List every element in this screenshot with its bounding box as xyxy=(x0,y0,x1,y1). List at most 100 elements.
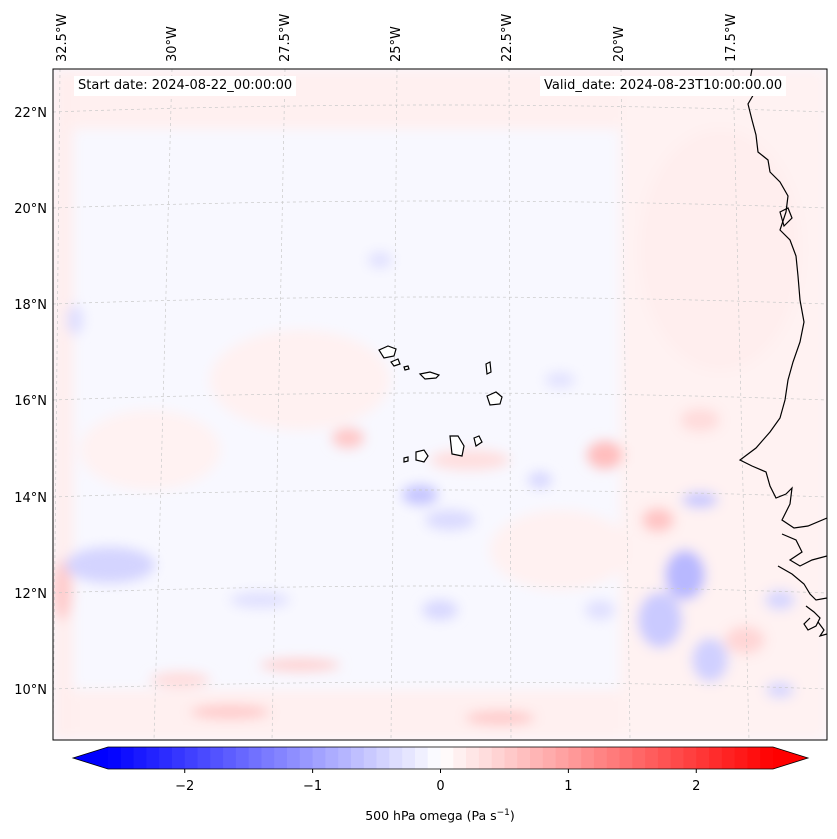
lon-label: 32.5°W xyxy=(55,14,70,62)
start-date-label: Start date: 2024-08-22_00:00:00 xyxy=(74,76,297,96)
colorbar-segment xyxy=(197,747,211,769)
valid-date-label: Valid_date: 2024-08-23T10:00:00.00 xyxy=(540,76,787,96)
colorbar-segment xyxy=(133,747,147,769)
colorbar-segment xyxy=(645,747,659,769)
colorbar-segment xyxy=(478,747,493,769)
lat-label: 18°N xyxy=(14,298,47,313)
lat-label: 16°N xyxy=(14,394,47,409)
island-sao-nicolau xyxy=(418,371,441,380)
colorbar-title: 500 hPa omega (Pa s−1) xyxy=(0,808,837,823)
colorbar-segment xyxy=(517,747,531,769)
colorbar-segment xyxy=(171,747,186,769)
graticule xyxy=(53,69,827,740)
colorbar-segment xyxy=(747,747,761,769)
colorbar-segment xyxy=(491,747,505,769)
colorbar-segment xyxy=(555,747,569,769)
colorbar-title-suffix: ) xyxy=(509,808,515,824)
colorbar-outline xyxy=(71,746,810,770)
colorbar-segment xyxy=(542,747,557,769)
colorbar: −2 −1 0 1 2 xyxy=(71,746,810,794)
coastline-inlet xyxy=(779,207,793,228)
lat-line-16n xyxy=(53,392,827,401)
colorbar-tick-label: 0 xyxy=(436,779,444,794)
lat-line-12n xyxy=(53,585,827,594)
colorbar-segment xyxy=(248,747,262,769)
island-santiago xyxy=(449,435,465,457)
colorbar-tick-label: 2 xyxy=(692,779,700,794)
lat-label: 20°N xyxy=(14,202,47,217)
coastline-mainland xyxy=(738,69,827,529)
colorbar-title-prefix: 500 hPa omega (Pa s xyxy=(365,808,497,824)
colorbar-segment xyxy=(453,747,467,769)
colorbar-segment xyxy=(108,747,122,769)
coastline-south xyxy=(817,621,827,638)
lat-line-14n xyxy=(53,489,827,498)
island-santa-luzia xyxy=(403,365,410,371)
colorbar-segment xyxy=(261,747,275,769)
colorbar-segment xyxy=(325,747,339,769)
colorbar-segment xyxy=(530,747,544,769)
lon-line-17-5w xyxy=(732,69,750,740)
colorbar-tick-label: −1 xyxy=(303,779,322,794)
lon-label: 25°W xyxy=(389,26,404,62)
lat-label: 22°N xyxy=(14,106,47,121)
colorbar-segment xyxy=(427,747,441,769)
colorbar-extend-max xyxy=(773,747,808,769)
colorbar-segment xyxy=(619,747,633,769)
colorbar-segment xyxy=(159,747,173,769)
lat-line-10n xyxy=(53,681,827,690)
longitude-labels: 32.5°W 30°W 27.5°W 25°W 22.5°W 20°W 17.5°W xyxy=(55,14,739,62)
cape-verde-islands xyxy=(378,345,503,463)
colorbar-segment xyxy=(146,747,160,769)
colorbar-segment xyxy=(299,747,314,769)
colorbar-segment xyxy=(504,747,518,769)
colorbar-segment xyxy=(414,747,429,769)
colorbar-segment xyxy=(709,747,723,769)
colorbar-segment xyxy=(657,747,672,769)
lat-label: 14°N xyxy=(14,491,47,506)
coastline-guinea-bissau xyxy=(781,533,827,567)
colorbar-segment xyxy=(696,747,710,769)
lon-label: 27.5°W xyxy=(278,14,293,62)
colorbar-segment xyxy=(350,747,365,769)
island-maio xyxy=(473,435,483,447)
colorbar-segment xyxy=(593,747,608,769)
colorbar-segment xyxy=(606,747,621,769)
lat-label: 10°N xyxy=(14,683,47,698)
lat-line-22n xyxy=(53,104,827,113)
coastline-sierra-leone xyxy=(803,605,821,631)
colorbar-segment xyxy=(440,747,454,769)
colorbar-segment xyxy=(632,747,646,769)
colorbar-gradient xyxy=(73,747,808,769)
coastline-guinea xyxy=(777,565,827,601)
colorbar-segment xyxy=(721,747,736,769)
lon-line-32-5w xyxy=(53,69,61,740)
colorbar-segment xyxy=(466,747,480,769)
colorbar-segment xyxy=(120,747,135,769)
lat-label: 12°N xyxy=(14,587,47,602)
lon-label: 30°W xyxy=(165,26,180,62)
plot-frame xyxy=(52,68,828,741)
coastline xyxy=(738,69,827,638)
colorbar-title-exponent: −1 xyxy=(496,808,510,818)
colorbar-segment xyxy=(760,747,774,769)
colorbar-segment xyxy=(287,747,301,769)
island-fogo xyxy=(415,449,429,463)
island-brava xyxy=(403,456,409,463)
colorbar-segment xyxy=(184,747,199,769)
colorbar-tick-label: 1 xyxy=(564,779,572,794)
colorbar-segment xyxy=(734,747,748,769)
colorbar-segment xyxy=(376,747,390,769)
island-sao-vicente xyxy=(390,358,401,367)
island-boa-vista xyxy=(486,391,503,406)
lon-line-25w xyxy=(390,69,398,740)
colorbar-extend-min xyxy=(73,747,108,769)
lon-line-30w xyxy=(153,69,173,740)
lat-line-20n xyxy=(53,200,827,209)
lon-label: 17.5°W xyxy=(724,14,739,62)
colorbar-segment xyxy=(274,747,288,769)
colorbar-segment xyxy=(402,747,416,769)
colorbar-segment xyxy=(670,747,684,769)
island-santo-antao xyxy=(378,345,397,359)
